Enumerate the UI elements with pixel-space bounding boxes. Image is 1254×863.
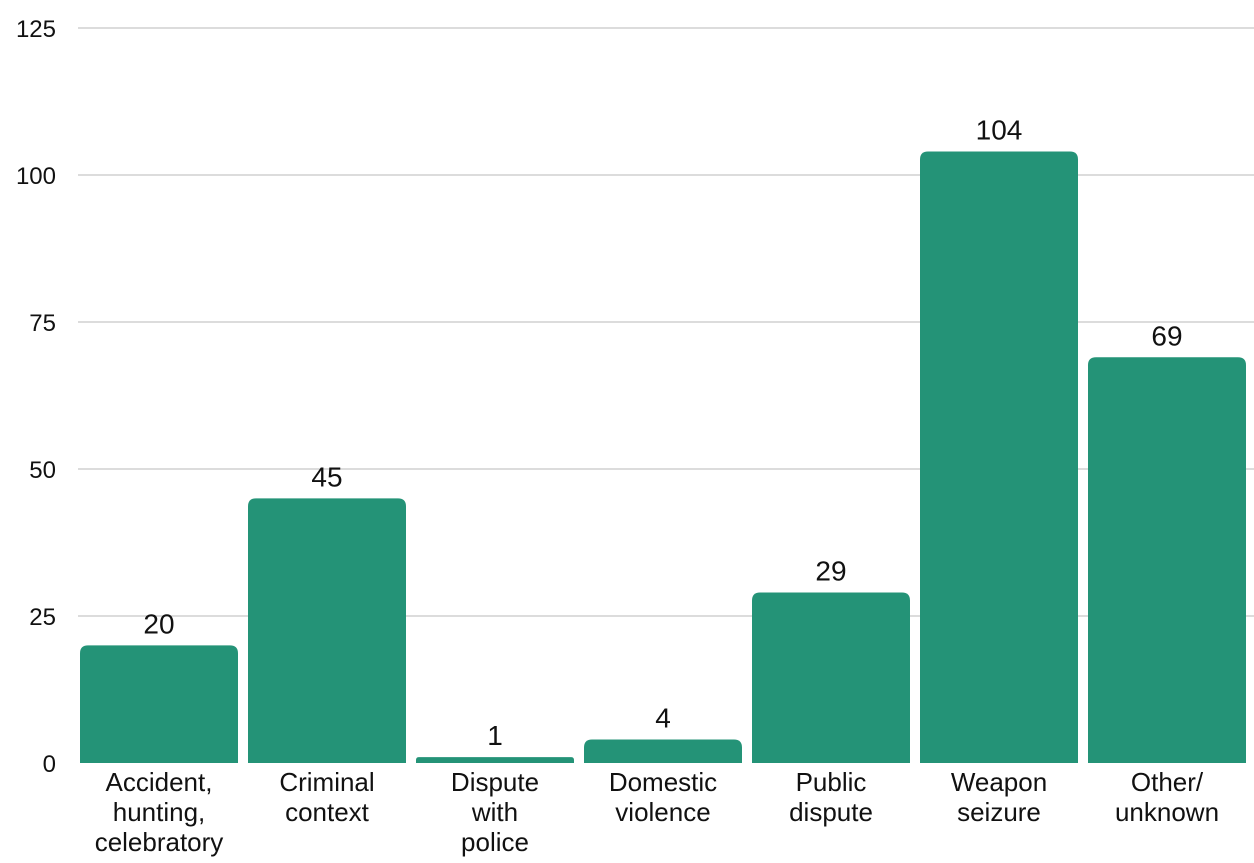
x-category-label-line: celebratory (95, 827, 224, 857)
bar (920, 151, 1078, 764)
bar (584, 739, 742, 763)
y-tick-label: 0 (43, 751, 56, 778)
x-axis-category-labels: Accident, hunting, celebratory Criminal cont… (95, 767, 1219, 857)
bar-value-label: 104 (976, 114, 1023, 145)
bar-value-label: 69 (1151, 320, 1182, 351)
y-tick-label: 25 (29, 604, 56, 631)
x-category-label-line: police (461, 827, 529, 857)
y-tick-label: 75 (29, 310, 56, 337)
x-category-label-line: seizure (957, 797, 1041, 827)
bar-value-label: 4 (655, 702, 671, 733)
x-category-label: Other/unknown (1115, 767, 1219, 827)
x-category-label-line: dispute (789, 797, 873, 827)
x-category-label-line: Criminal (279, 767, 374, 797)
x-category-label: Criminal context (279, 767, 374, 827)
y-tick-label: 50 (29, 457, 56, 484)
y-axis-tick-labels: 0 25 50 75 100 125 (16, 16, 56, 778)
y-tick-label: 125 (16, 16, 56, 43)
x-category-label-line: violence (615, 797, 710, 827)
x-category-label-line: Domestic (609, 767, 717, 797)
x-category-label-line: Other/ (1131, 767, 1204, 797)
x-category-label: Accident, hunting, celebratory (95, 767, 224, 857)
x-category-label-line: Public (796, 767, 867, 797)
bar (80, 645, 238, 763)
data-labels: 20 45 1 4 29 104 69 (143, 114, 1182, 751)
bar (1088, 357, 1246, 763)
bar-value-label: 1 (487, 720, 503, 751)
x-category-label: Weapon seizure (951, 767, 1047, 827)
bars (80, 151, 1246, 764)
bar (248, 498, 406, 763)
x-category-label-line: context (285, 797, 370, 827)
x-category-label-line: Weapon (951, 767, 1047, 797)
y-tick-label: 100 (16, 163, 56, 190)
x-category-label-line: unknown (1115, 797, 1219, 827)
x-category-label: Public dispute (789, 767, 873, 827)
bar (416, 757, 574, 763)
x-category-label-line: Accident, (106, 767, 213, 797)
bar (752, 592, 910, 763)
bar-value-label: 45 (311, 461, 342, 492)
x-category-label: Domestic violence (609, 767, 717, 827)
bar-value-label: 20 (143, 608, 174, 639)
x-category-label-line: hunting, (113, 797, 206, 827)
x-category-label: Dispute with police (451, 767, 539, 857)
x-category-label-line: Dispute (451, 767, 539, 797)
bar-value-label: 29 (815, 555, 846, 586)
x-category-label-line: with (471, 797, 518, 827)
